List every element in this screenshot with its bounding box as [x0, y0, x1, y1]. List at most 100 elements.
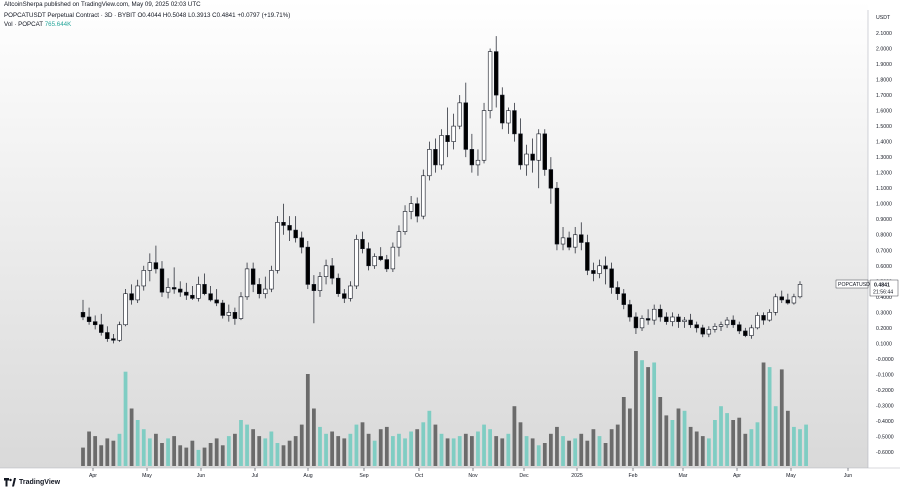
- candle-body: [190, 294, 195, 299]
- candle-body: [311, 284, 317, 291]
- price-tick-label: 0.8000: [876, 233, 892, 239]
- volume-bar: [445, 438, 450, 466]
- time-tick-label: Dec: [519, 473, 529, 479]
- candle-body: [445, 135, 450, 142]
- volume-bar: [524, 436, 529, 466]
- candle-body: [451, 125, 456, 142]
- price-tick-label: 1.3000: [876, 155, 892, 161]
- candle-body: [627, 304, 633, 318]
- volume-bar: [184, 447, 189, 466]
- candle-body: [530, 153, 535, 161]
- price-tick-label: -0.3000: [876, 403, 894, 409]
- volume-bar: [214, 438, 219, 466]
- candle-body: [548, 169, 554, 189]
- candle-body: [165, 287, 171, 293]
- volume-label[interactable]: Vol · POPCAT: [4, 21, 43, 28]
- time-tick-label: Sep: [359, 473, 368, 479]
- volume-bar: [360, 422, 365, 466]
- volume-bar: [384, 426, 389, 466]
- volume-bar: [366, 433, 371, 466]
- candle-body: [670, 316, 675, 322]
- candle-body: [80, 312, 86, 318]
- volume-bar: [476, 431, 480, 466]
- price-tick-label: 0.1000: [876, 341, 892, 347]
- candle-body: [439, 135, 444, 166]
- candle-body: [724, 319, 730, 326]
- volume-bar: [427, 410, 432, 466]
- candle-body: [688, 319, 693, 326]
- volume-bar: [439, 433, 444, 466]
- candle-body: [664, 316, 669, 322]
- volume-bar: [196, 449, 201, 466]
- volume-bar: [421, 422, 426, 466]
- candle-body: [682, 319, 687, 322]
- candle-body: [171, 287, 177, 290]
- candle-body: [743, 330, 748, 336]
- candle-body: [354, 239, 359, 287]
- price-tag-countdown: 21:56:44: [873, 290, 893, 296]
- candle-body: [603, 265, 608, 270]
- volume-bar: [105, 438, 110, 466]
- ohlc-close: C0.4841: [212, 12, 236, 19]
- price-tick-label: 1.8000: [876, 78, 892, 84]
- symbol-name[interactable]: POPCATUSDT Perpetual Contract · 3D · BYB…: [4, 12, 136, 19]
- candle-body: [396, 231, 402, 248]
- volume-bar: [226, 436, 231, 466]
- price-axis: 2.1000 2.0000 1.9000 1.8000 1.7000 1.6000 1.50…: [876, 31, 894, 456]
- candle-body: [220, 302, 225, 316]
- volume-legend: Vol · POPCAT 765.644K: [4, 21, 71, 28]
- price-tick-label: 1.5000: [876, 124, 892, 130]
- candle-body: [214, 299, 219, 304]
- price-tick-label: 1.2000: [876, 171, 892, 177]
- volume-bar: [202, 447, 207, 466]
- volume-bar: [743, 433, 748, 466]
- volume-bar: [646, 367, 650, 466]
- volume-bar: [773, 406, 778, 466]
- volume-bar: [725, 413, 729, 466]
- time-tick-label: Jun: [197, 473, 205, 479]
- volume-bar: [700, 436, 705, 466]
- volume-bar: [767, 367, 772, 466]
- price-tick-label: 1.6000: [876, 109, 892, 115]
- volume-bar: [779, 369, 784, 466]
- candle-body: [609, 268, 614, 288]
- candle-body: [196, 284, 201, 299]
- volume-bar: [293, 436, 298, 466]
- price-tick-label: -0.1000: [876, 372, 894, 378]
- candle-body: [773, 296, 778, 313]
- volume-bar: [615, 424, 620, 466]
- candle-body: [651, 308, 657, 321]
- volume-bar: [397, 433, 401, 466]
- volume-bar: [688, 426, 693, 466]
- candle-body: [86, 316, 92, 322]
- candle-body: [463, 102, 468, 150]
- volume-bar: [99, 445, 104, 466]
- volume-bar: [640, 360, 644, 466]
- volume-bar: [135, 420, 140, 466]
- time-axis: Apr May Jun Jul Aug Sep Oct Nov Dec 2025 Feb Mar Apr…: [89, 468, 852, 479]
- volume-bar: [208, 443, 213, 466]
- volume-bar: [269, 431, 274, 466]
- volume-bar: [457, 436, 462, 466]
- volume-bar: [731, 420, 736, 466]
- candle-body: [135, 285, 140, 301]
- volume-bar: [147, 438, 152, 466]
- price-tick-label: -0.0000: [876, 357, 894, 363]
- volume-value: 765.644K: [44, 21, 72, 28]
- volume-bar: [713, 420, 717, 466]
- tradingview-footer[interactable]: TradingView: [4, 478, 60, 487]
- volume-bar: [469, 436, 474, 466]
- volume-bar: [579, 433, 584, 466]
- candle-body: [469, 149, 475, 166]
- volume-bar: [488, 429, 492, 466]
- candle-body: [518, 133, 523, 166]
- candle-body: [275, 222, 280, 271]
- volume-bar: [409, 431, 414, 466]
- volume-bar: [403, 438, 407, 466]
- candle-body: [305, 246, 311, 285]
- volume-bar: [518, 422, 523, 466]
- volume-bar: [160, 443, 164, 466]
- candle-body: [639, 318, 645, 329]
